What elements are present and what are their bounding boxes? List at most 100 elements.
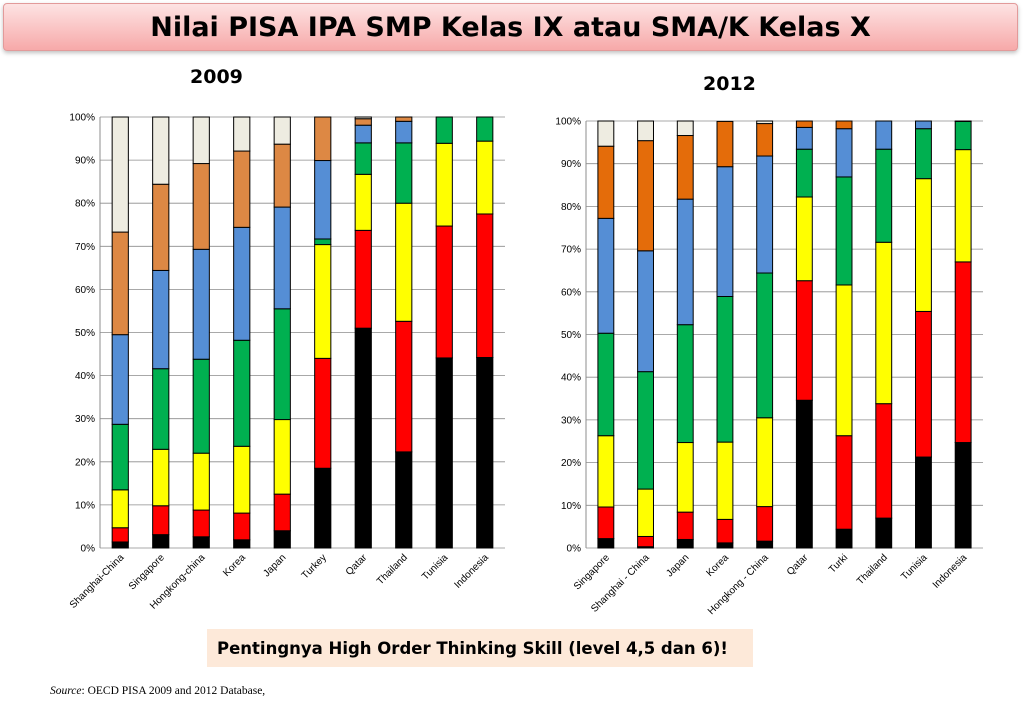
page-title: Nilai PISA IPA SMP Kelas IX atau SMA/K K… xyxy=(150,11,871,43)
bar-segment xyxy=(915,128,932,180)
bar-segment xyxy=(192,116,210,165)
bar-segment xyxy=(476,116,494,142)
bar-segment xyxy=(835,120,853,130)
y-tick-label: 0% xyxy=(81,544,96,555)
highlight-note-text: Pentingnya High Order Thinking Skill (le… xyxy=(217,638,728,658)
bar-segment xyxy=(637,488,654,537)
bar-segment xyxy=(915,178,932,312)
bar-segment xyxy=(875,517,893,549)
bar-segment xyxy=(233,116,251,152)
y-tick-label: 40% xyxy=(75,371,95,382)
y-tick-label: 50% xyxy=(561,330,581,341)
bar-segment xyxy=(756,506,774,542)
source-text: : OECD PISA 2009 and 2012 Database, xyxy=(81,685,266,697)
bar-segment xyxy=(597,120,615,147)
source-label: Source xyxy=(50,685,82,697)
y-tick-label: 30% xyxy=(75,414,95,425)
y-tick-label: 50% xyxy=(75,328,95,339)
bar-segment xyxy=(676,538,694,549)
y-tick-label: 20% xyxy=(75,457,95,468)
bar-segment xyxy=(676,324,694,444)
bar-segment xyxy=(756,540,774,549)
x-tick-label: Indonesia xyxy=(931,552,970,591)
bar-segment xyxy=(835,176,853,286)
y-tick-label: 80% xyxy=(75,199,95,210)
x-tick-label: Singapore xyxy=(572,552,612,592)
y-tick-label: 60% xyxy=(75,285,95,296)
bar-segment xyxy=(756,120,774,125)
bar-segment xyxy=(314,116,332,162)
bar-segment xyxy=(354,116,372,120)
y-tick-label: 100% xyxy=(555,117,581,128)
bar-segment xyxy=(954,442,972,549)
bar-segment xyxy=(915,120,932,130)
bar-segment xyxy=(435,116,453,144)
bar-segment xyxy=(597,332,615,437)
y-tick-label: 70% xyxy=(75,242,95,253)
bar-segment xyxy=(637,120,654,142)
bar-segment xyxy=(835,128,853,178)
bar-segment xyxy=(676,442,694,513)
y-tick-label: 0% xyxy=(567,544,582,555)
title-bar: Nilai PISA IPA SMP Kelas IX atau SMA/K K… xyxy=(3,3,1018,51)
highlight-note: Pentingnya High Order Thinking Skill (le… xyxy=(207,629,753,667)
bar-segment xyxy=(676,198,694,326)
x-tick-label: Qatar xyxy=(785,552,811,578)
y-tick-label: 10% xyxy=(561,501,581,512)
bar-segment xyxy=(597,538,615,549)
y-tick-label: 30% xyxy=(561,415,581,426)
bar-segment xyxy=(111,116,129,233)
bar-segment xyxy=(637,140,654,252)
y-tick-label: 20% xyxy=(561,458,581,469)
bar-segment xyxy=(756,155,774,274)
bar-segment xyxy=(395,116,413,122)
bar-segment xyxy=(676,135,694,200)
x-tick-label: Turki xyxy=(827,552,850,575)
bar-segment xyxy=(795,148,813,198)
y-tick-label: 60% xyxy=(561,287,581,298)
bar-segment xyxy=(716,166,734,297)
y-tick-label: 90% xyxy=(75,156,95,167)
y-tick-label: 40% xyxy=(561,373,581,384)
bar-segment xyxy=(835,528,853,549)
bar-segment xyxy=(835,284,853,437)
x-tick-label: Korea xyxy=(704,552,731,579)
chart-2009-title: 2009 xyxy=(190,66,243,88)
chart-2012-title: 2012 xyxy=(703,73,756,95)
bar-segment xyxy=(637,535,654,548)
bar-segment xyxy=(597,145,615,219)
bar-segment xyxy=(716,518,734,544)
bar-segment xyxy=(954,120,972,151)
bar-segment xyxy=(152,116,170,185)
bar-segment xyxy=(915,310,932,458)
bar-segment xyxy=(597,217,615,334)
x-tick-label: Thailand xyxy=(855,552,890,587)
bar-segment xyxy=(597,435,615,508)
bar-segment xyxy=(637,371,654,490)
bar-segment xyxy=(756,417,774,508)
bar-segment xyxy=(716,441,734,520)
bar-segment xyxy=(795,126,813,150)
y-tick-label: 10% xyxy=(75,500,95,511)
bar-segment xyxy=(875,148,893,243)
bar-segment xyxy=(915,456,932,549)
bar-segment xyxy=(875,403,893,519)
bar-segment xyxy=(835,435,853,530)
bar-segment xyxy=(756,272,774,419)
bar-segment xyxy=(273,116,291,145)
bar-segment xyxy=(875,241,893,405)
bar-segment xyxy=(676,511,694,540)
bar-segment xyxy=(954,149,972,263)
x-tick-label: Japan xyxy=(664,552,691,579)
source-note: Source: OECD PISA 2009 and 2012 Database… xyxy=(50,685,265,697)
bar-segment xyxy=(676,120,694,137)
bar-segment xyxy=(795,280,813,401)
bar-segment xyxy=(716,295,734,443)
bar-segment xyxy=(954,261,972,444)
bar-segment xyxy=(875,120,893,150)
y-tick-label: 90% xyxy=(561,159,581,170)
bar-segment xyxy=(795,120,813,128)
y-tick-label: 80% xyxy=(561,202,581,213)
